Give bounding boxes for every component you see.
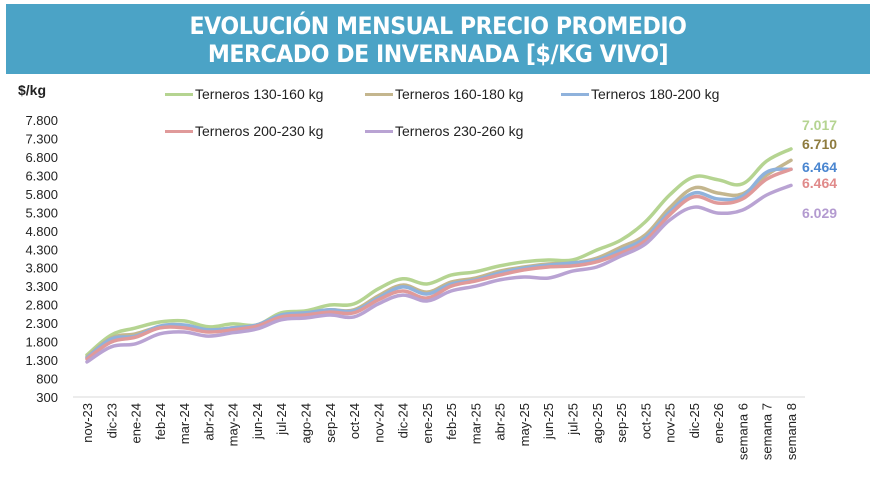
legend-label: Terneros 230-260 kg (395, 123, 524, 139)
x-tick-label: ene-25 (420, 403, 435, 443)
x-tick-label: oct-24 (347, 403, 362, 439)
y-tick-label: 5.300 (25, 205, 58, 220)
y-tick-label: 1.300 (25, 353, 58, 368)
y-tick-label: 800 (36, 372, 58, 387)
legend-swatch (365, 129, 393, 133)
x-tick-label: abr-25 (493, 403, 508, 441)
title-banner: EVOLUCIÓN MENSUAL PRECIO PROMEDIO MERCAD… (6, 4, 870, 74)
y-tick-label: 2.300 (25, 316, 58, 331)
x-tick-label: may-25 (517, 403, 532, 446)
x-tick-label: nov-23 (80, 403, 95, 443)
y-tick-label: 7.800 (25, 113, 58, 128)
legend-item-160-180: Terneros 160-180 kg (365, 86, 523, 102)
x-tick-label: nov-25 (663, 403, 678, 443)
legend-item-180-200: Terneros 180-200 kg (561, 86, 719, 102)
series-line-terneros-130-160-kg (85, 147, 793, 357)
x-tick-label: dic-24 (396, 403, 411, 438)
x-tick-label: semana 7 (760, 403, 775, 460)
legend-swatch (561, 92, 589, 96)
series-line-terneros-200-230-kg (85, 167, 793, 361)
x-tick-label: feb-25 (444, 403, 459, 440)
y-tick-label: 3.800 (25, 261, 58, 276)
x-tick-label: mar-24 (177, 403, 192, 444)
x-tick-label: jul-24 (274, 403, 289, 436)
x-tick-label: ene-26 (711, 403, 726, 443)
chart-title-line-2: MERCADO DE INVERNADA [$/KG VIVO] (207, 40, 669, 68)
legend-item-230-260: Terneros 230-260 kg (365, 123, 523, 139)
legend-swatch (165, 129, 193, 133)
end-value-label: 7.017 (802, 117, 837, 133)
x-tick-label: oct-25 (638, 403, 653, 439)
x-tick-label: ago-24 (298, 403, 313, 443)
x-tick-label: feb-24 (153, 403, 168, 440)
x-tick-label: ene-24 (129, 403, 144, 443)
y-axis: 7.800 7.300 6.800 6.300 5.800 5.300 4.800 4.300… (25, 113, 58, 405)
x-tick-label: abr-24 (201, 403, 216, 441)
x-tick-label: ago-25 (590, 403, 605, 443)
legend-swatch (165, 92, 193, 96)
y-axis-unit-label: $/kg (18, 82, 47, 98)
x-axis: nov-23 dic-23 ene-24 feb-24 mar-24 abr-24 may-… (80, 403, 799, 460)
end-value-label: 6.464 (802, 159, 837, 175)
x-tick-label: jun-24 (250, 403, 265, 440)
x-tick-label: sep-25 (614, 403, 629, 443)
legend-label: Terneros 160-180 kg (395, 86, 524, 102)
end-value-label: 6.464 (802, 175, 837, 191)
y-tick-label: 2.800 (25, 298, 58, 313)
legend-swatch (365, 92, 393, 96)
x-tick-label: sep-24 (323, 403, 338, 443)
y-tick-label: 7.300 (25, 131, 58, 146)
legend-label: Terneros 180-200 kg (591, 86, 720, 102)
y-tick-label: 5.800 (25, 187, 58, 202)
y-tick-label: 300 (36, 390, 58, 405)
y-tick-label: 4.300 (25, 242, 58, 257)
x-tick-label: mar-25 (468, 403, 483, 444)
x-tick-label: dic-25 (687, 403, 702, 438)
legend-label: Terneros 200-230 kg (195, 123, 324, 139)
y-tick-label: 1.800 (25, 335, 58, 350)
series-line-terneros-230-260-kg (85, 183, 793, 364)
x-tick-label: jun-25 (541, 403, 556, 440)
legend-label: Terneros 130-160 kg (195, 86, 324, 102)
x-tick-label: semana 6 (735, 403, 750, 460)
end-value-label: 6.710 (802, 136, 837, 152)
legend-item-130-160: Terneros 130-160 kg (165, 86, 323, 102)
end-value-label: 6.029 (802, 205, 837, 221)
series-group (85, 147, 793, 364)
x-tick-label: dic-23 (104, 403, 119, 438)
legend-item-200-230: Terneros 200-230 kg (165, 123, 323, 139)
x-tick-label: may-24 (226, 403, 241, 446)
y-tick-label: 3.300 (25, 279, 58, 294)
x-tick-label: nov-24 (371, 403, 386, 443)
y-tick-label: 6.800 (25, 150, 58, 165)
x-tick-label: jul-25 (566, 403, 581, 436)
series-line-terneros-180-200-kg (85, 167, 793, 360)
x-tick-label: semana 8 (784, 403, 799, 460)
y-tick-label: 4.800 (25, 224, 58, 239)
chart-title-line-1: EVOLUCIÓN MENSUAL PRECIO PROMEDIO (189, 12, 687, 40)
y-tick-label: 6.300 (25, 168, 58, 183)
